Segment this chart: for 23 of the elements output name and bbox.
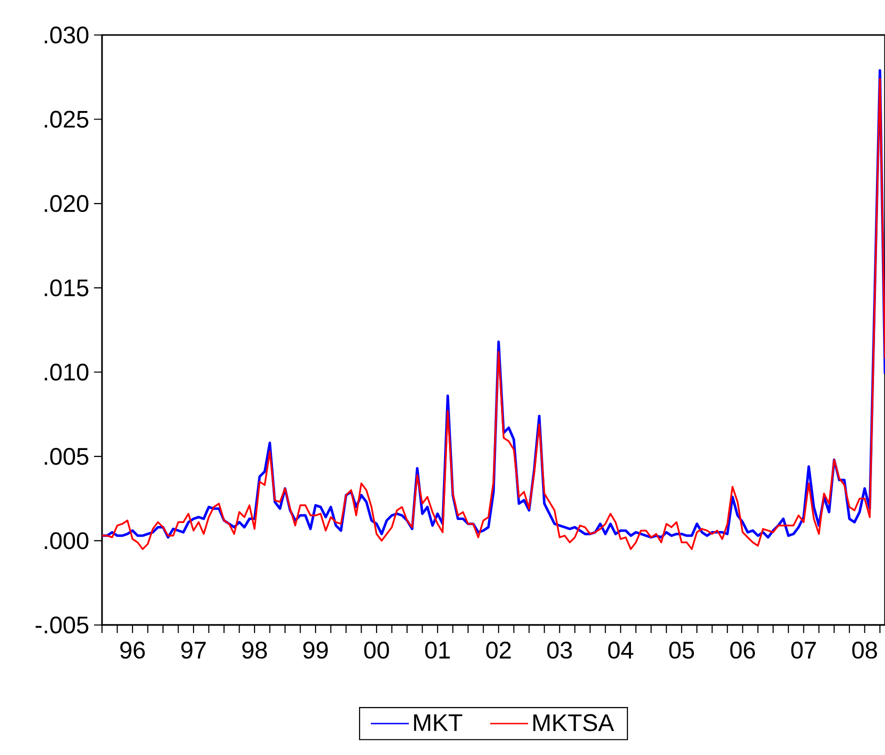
x-tick-label: 08 bbox=[852, 642, 877, 659]
legend-label: MKTSA bbox=[533, 714, 614, 732]
y-tick-label: .000 bbox=[44, 532, 88, 550]
y-tick-label: -.005 bbox=[36, 616, 88, 634]
x-tick-label: 06 bbox=[730, 642, 755, 659]
y-tick-label: .005 bbox=[44, 448, 88, 465]
x-tick-label: 03 bbox=[547, 642, 572, 659]
x-tick-label: 96 bbox=[120, 642, 145, 659]
y-tick-label: .030 bbox=[44, 26, 88, 44]
x-tick-label: 02 bbox=[486, 642, 511, 659]
x-tick-label: 99 bbox=[303, 642, 328, 659]
y-tick-label: .020 bbox=[44, 195, 88, 212]
y-tick-label: .010 bbox=[44, 364, 88, 381]
x-tick-label: 04 bbox=[608, 642, 634, 659]
x-tick-label: 05 bbox=[669, 642, 694, 659]
y-tick-label: .025 bbox=[44, 110, 88, 128]
y-tick-label: .015 bbox=[44, 279, 88, 296]
x-tick-label: 97 bbox=[181, 642, 206, 659]
legend-label: MKT bbox=[414, 714, 462, 731]
x-tick-label: 00 bbox=[364, 642, 389, 659]
x-tick-label: 98 bbox=[242, 642, 267, 659]
x-tick-label: 01 bbox=[425, 642, 450, 659]
x-tick-label: 07 bbox=[791, 642, 816, 659]
